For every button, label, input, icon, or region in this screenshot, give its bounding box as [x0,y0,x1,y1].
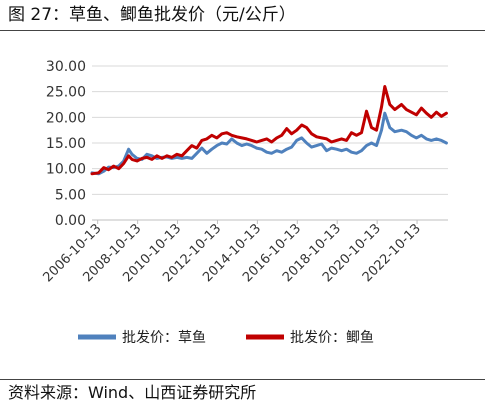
series-line-2 [90,85,448,176]
y-tick-label: 25.00 [46,85,86,101]
title-rule [0,30,485,31]
y-tick-label: 0.00 [55,213,86,229]
y-tick-label: 15.00 [46,136,86,152]
chart-container: 0.00 5.00 10.00 15.00 20.00 25.00 30.00 2006-10… [0,31,485,378]
source-rule [0,379,485,380]
legend-label-2: 批发价：鲫鱼 [290,329,374,346]
series-line-1 [90,111,448,176]
legend-label-1: 批发价：草鱼 [122,329,206,346]
y-tick-label: 30.00 [46,59,86,75]
y-tick-label: 10.00 [46,162,86,178]
y-tick-label: 20.00 [46,110,86,126]
figure-title: 图 27：草鱼、鲫鱼批发价（元/公斤） [8,5,296,25]
source-note: 资料来源：Wind、山西证券研究所 [8,383,257,402]
price-line-chart: 0.005.0010.0015.0020.0025.0030.002006-10… [40,59,448,346]
y-tick-label: 5.00 [55,187,86,203]
